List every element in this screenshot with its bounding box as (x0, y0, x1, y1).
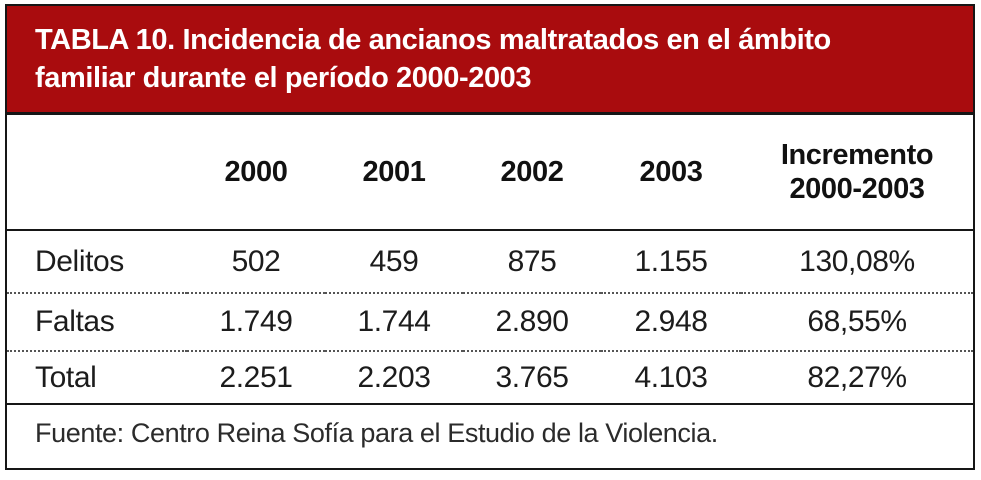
column-header-2003: 2003 (639, 155, 703, 188)
table-title-line-1: TABLA 10. Incidencia de ancianos maltrat… (35, 24, 831, 56)
column-header-incremento-line-1: Incremento (780, 139, 934, 171)
cell-delitos-2000: 502 (231, 244, 281, 278)
cell-faltas-2001: 1.744 (357, 305, 431, 338)
cell-faltas-2003: 2.948 (634, 305, 708, 338)
table-row-faltas: Faltas 1.749 1.744 2.890 2.948 68,55% (7, 293, 973, 351)
table-title-band: TABLA 10. Incidencia de ancianos maltrat… (7, 6, 973, 115)
column-header-incremento-line-2: 2000-2003 (789, 173, 925, 205)
column-header-2001: 2001 (362, 155, 426, 188)
row-label-total: Total (35, 360, 97, 394)
table-title-line-2: familiar durante el período 2000-2003 (35, 62, 532, 94)
row-label-delitos: Delitos (35, 244, 124, 278)
column-header-incremento: Incremento 2000-2003 (741, 115, 973, 230)
column-header-2000: 2000 (224, 155, 288, 188)
cell-faltas-2002: 2.890 (495, 305, 569, 338)
incidence-table: 2000 2001 2002 2003 Incremento 2000-2003… (7, 115, 973, 405)
cell-faltas-incremento: 68,55% (807, 305, 907, 338)
table-frame: TABLA 10. Incidencia de ancianos maltrat… (5, 4, 975, 470)
cell-delitos-2002: 875 (507, 244, 557, 278)
cell-total-2002: 3.765 (495, 360, 569, 394)
table-row-delitos: Delitos 502 459 875 1.155 130,08% (7, 230, 973, 293)
table-header-row: 2000 2001 2002 2003 Incremento 2000-2003 (7, 115, 973, 230)
source-note: Fuente: Centro Reina Sofía para el Estud… (35, 418, 718, 448)
cell-total-2000: 2.251 (219, 360, 293, 394)
cell-total-incremento: 82,27% (807, 360, 907, 394)
cell-delitos-2001: 459 (369, 244, 419, 278)
cell-delitos-2003: 1.155 (634, 244, 708, 278)
cell-faltas-2000: 1.749 (219, 305, 293, 338)
cell-total-2003: 4.103 (634, 360, 708, 394)
cell-total-2001: 2.203 (357, 360, 431, 394)
column-header-2002: 2002 (500, 155, 564, 188)
cell-delitos-incremento: 130,08% (799, 244, 915, 278)
table-row-total: Total 2.251 2.203 3.765 4.103 82,27% (7, 351, 973, 404)
row-label-faltas: Faltas (35, 305, 115, 338)
column-header-empty (7, 115, 187, 230)
